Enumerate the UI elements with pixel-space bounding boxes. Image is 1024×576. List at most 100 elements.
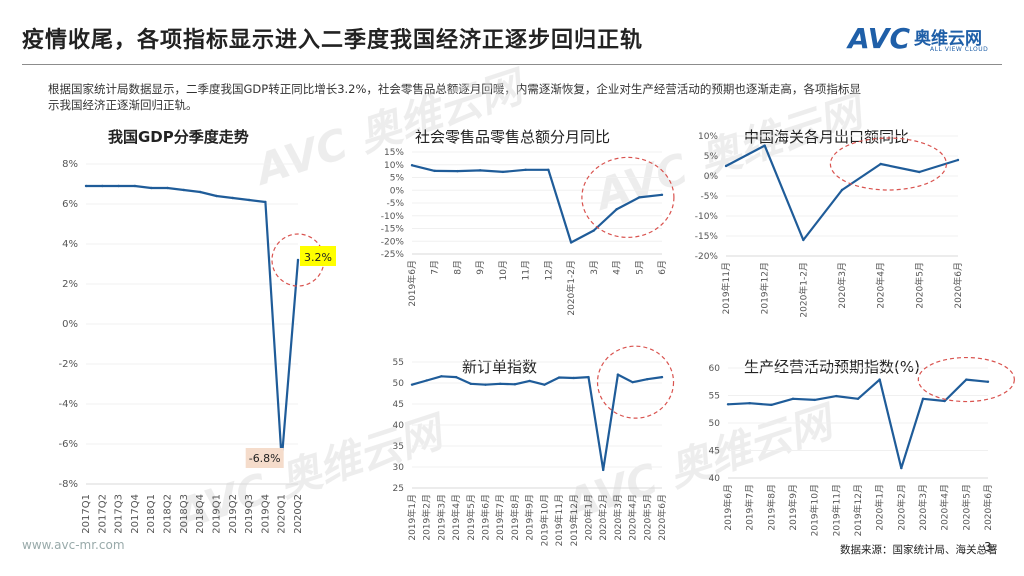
x-tick-label: 2019年4月	[450, 494, 462, 541]
data-point	[726, 403, 730, 406]
x-tick-label: 2020年1月	[582, 494, 594, 541]
x-tick-label: 12月	[543, 260, 554, 280]
x-tick-label: 2020年5月	[960, 484, 972, 531]
data-point	[557, 376, 561, 379]
y-tick-label: -6%	[59, 439, 78, 450]
y-tick-label: 50	[393, 379, 405, 389]
x-tick-label: 2019年1月	[406, 494, 418, 541]
data-point	[878, 378, 881, 381]
data-point	[724, 164, 728, 168]
y-tick-label: 5%	[704, 152, 719, 162]
data-point	[101, 184, 104, 188]
y-tick-label: 35	[393, 442, 404, 452]
data-point	[638, 196, 641, 199]
x-tick-label: 2020年1-2月	[797, 262, 809, 318]
y-tick-label: -20%	[695, 252, 719, 262]
data-point	[454, 375, 458, 379]
data-point	[117, 184, 120, 188]
data-point	[150, 186, 153, 190]
data-point	[763, 144, 766, 147]
x-tick-label: 2020年3月	[917, 484, 929, 531]
y-tick-label: 55	[709, 392, 720, 402]
x-tick-label: 2019年10月	[538, 494, 550, 546]
y-tick-label: -15%	[695, 232, 719, 242]
x-tick-label: 2019年6月	[722, 484, 734, 531]
x-tick-label: 5月	[634, 260, 645, 275]
callout-box	[245, 448, 284, 468]
x-tick-label: 2019年7月	[744, 484, 756, 531]
y-tick-label: 45	[709, 447, 720, 457]
x-tick-label: 2019年11月	[720, 262, 732, 314]
y-tick-label: 0%	[62, 319, 78, 330]
y-tick-label: -4%	[59, 399, 78, 410]
page-number: 3	[984, 540, 992, 554]
x-tick-label: 2020年6月	[656, 494, 668, 541]
website-url: www.avc-mr.com	[22, 538, 125, 552]
y-tick-label: 55	[393, 358, 404, 368]
highlight-circle	[596, 345, 675, 419]
chart-title: 新订单指数	[462, 358, 537, 376]
data-point	[770, 403, 773, 407]
data-point	[484, 383, 487, 386]
x-tick-label: 2019年6月	[406, 260, 418, 307]
x-tick-label: 2020年1月	[874, 484, 886, 531]
y-tick-label: -25%	[381, 250, 405, 260]
data-point	[499, 382, 502, 386]
data-point	[615, 208, 618, 211]
data-label: -6.8%	[249, 452, 281, 465]
x-tick-label: 2019年11月	[553, 494, 565, 546]
series-line	[727, 378, 989, 470]
y-tick-label: 50	[709, 419, 721, 429]
x-tick-label: 2020年4月	[875, 262, 887, 309]
data-point	[84, 184, 88, 188]
x-tick-label: 2019年10月	[809, 484, 821, 536]
data-point	[592, 229, 596, 232]
data-point	[528, 379, 531, 383]
x-tick-label: 2017Q4	[130, 494, 141, 534]
page-title: 疫情收尾，各项指标显示进入二季度我国经济正逐步回归正轨	[22, 28, 644, 53]
x-tick-label: 2019年5月	[465, 494, 477, 541]
x-tick-label: 3月	[589, 260, 600, 275]
data-point	[956, 158, 960, 162]
y-tick-label: -2%	[59, 359, 78, 370]
x-tick-label: 2019年12月	[568, 494, 580, 546]
x-tick-label: 2019年9月	[787, 484, 799, 531]
data-point	[524, 168, 527, 172]
x-tick-label: 2020年2月	[895, 484, 907, 531]
x-tick-label: 10月	[498, 260, 509, 280]
y-tick-label: 8%	[62, 159, 78, 170]
chart-title: 社会零售品零售总额分月同比	[415, 128, 610, 146]
data-point	[840, 188, 844, 192]
x-tick-label: 9月	[475, 260, 486, 275]
logo-cn: 奥维云网	[914, 29, 982, 49]
x-tick-label: 2020年2月	[597, 494, 609, 541]
data-point	[879, 162, 882, 166]
y-tick-label: -8%	[59, 479, 78, 490]
y-tick-label: 40	[709, 474, 721, 484]
data-point	[835, 394, 838, 398]
x-tick-label: 2020年4月	[939, 484, 951, 531]
y-tick-label: -15%	[381, 225, 405, 235]
data-point	[660, 375, 664, 379]
avc-logo: AVC 奥维云网 ALL VIEW CLOUD	[848, 22, 1008, 62]
x-tick-label: 2019年3月	[435, 494, 447, 541]
data-point	[569, 241, 573, 244]
x-tick-label: 6月	[657, 260, 668, 275]
data-point	[802, 238, 805, 242]
series-line	[725, 144, 959, 242]
x-tick-label: 8月	[452, 260, 463, 275]
highlight-circle	[917, 356, 1015, 403]
y-tick-label: 60	[709, 364, 721, 374]
x-tick-label: 2020年5月	[913, 262, 925, 309]
data-point	[856, 397, 860, 400]
x-tick-label: 2020年6月	[982, 484, 994, 531]
y-tick-label: 2%	[62, 279, 78, 290]
x-tick-label: 2020年3月	[836, 262, 848, 309]
x-tick-label: 2020年6月	[952, 262, 964, 309]
data-point	[410, 383, 414, 386]
data-point	[410, 164, 414, 167]
series-line	[86, 184, 300, 462]
y-tick-label: -10%	[381, 212, 405, 222]
data-point	[133, 184, 137, 188]
